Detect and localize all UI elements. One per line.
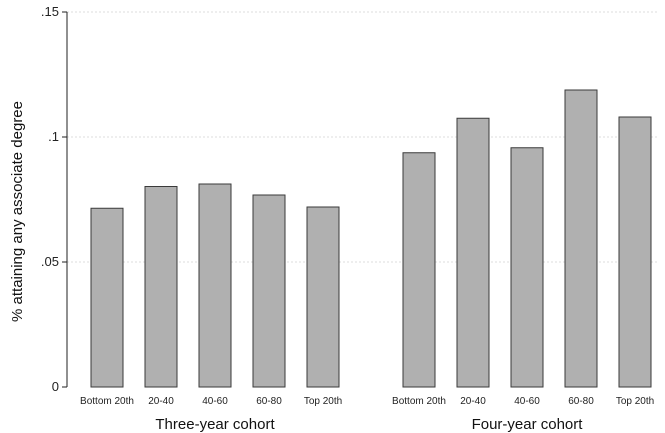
bar [510,147,544,388]
y-axis-ticks: 0 .05 .1 .15 [41,4,67,394]
x-tick-label: 60-80 [256,396,282,407]
group-label: Three-year cohort [155,416,275,433]
x-tick-label: Bottom 20th [392,396,446,407]
bar [456,117,490,388]
x-tick-label: Top 20th [304,396,342,407]
bar [402,152,436,388]
y-tick-label: 0 [52,379,59,394]
x-tick-label: 40-60 [202,396,228,407]
x-tick-label: 20-40 [460,396,486,407]
x-axis-ticks: Bottom 20th 20-40 40-60 60-80 Top 20th Bottom… [80,396,654,407]
y-axis-label: % attaining any associate degree [9,101,26,322]
x-tick-label: 40-60 [514,396,540,407]
x-tick-label: Bottom 20th [80,396,134,407]
y-tick-label: .15 [41,4,59,19]
y-tick-label: .05 [41,254,59,269]
bar [90,207,124,388]
bars [90,89,652,388]
gridlines [67,11,658,263]
group-label: Four-year cohort [472,416,584,433]
y-tick-label: .1 [48,129,59,144]
bar [306,206,340,388]
x-tick-label: Top 20th [616,396,654,407]
bar [252,194,286,388]
group-labels: Three-year cohort Four-year cohort [155,416,583,433]
bar [564,89,598,388]
bar [144,186,178,388]
x-tick-label: 20-40 [148,396,174,407]
bar [198,183,232,388]
x-tick-label: 60-80 [568,396,594,407]
bar [618,116,652,388]
